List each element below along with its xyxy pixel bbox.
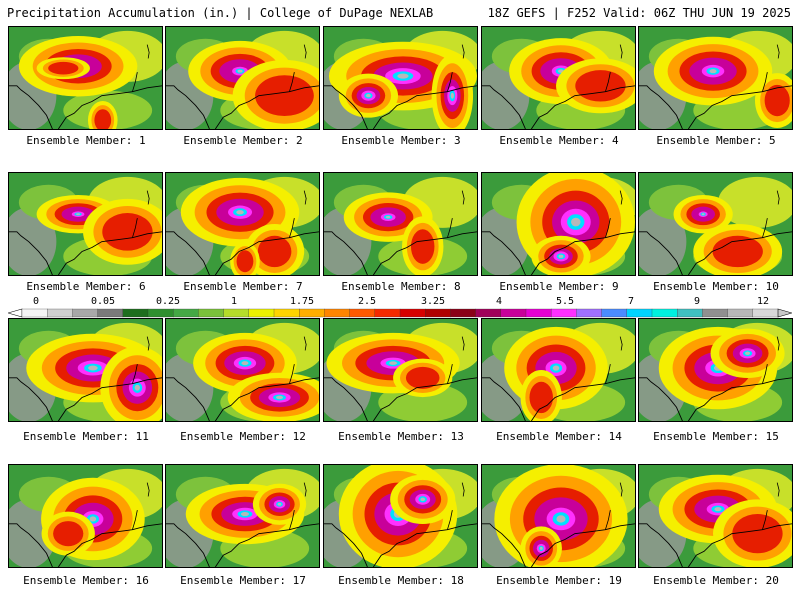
- scale-swatch: [601, 308, 628, 318]
- scale-tick-label: 0: [32, 296, 40, 307]
- ensemble-panel-map: [481, 26, 636, 130]
- scale-swatch: [273, 308, 300, 318]
- ensemble-member-label: Ensemble Member: 9: [499, 280, 619, 293]
- scale-swatch: [97, 308, 124, 318]
- scale-swatch: [349, 308, 376, 318]
- ensemble-panel-map: [323, 464, 478, 568]
- scale-swatch: [147, 308, 174, 318]
- scale-swatch: [21, 308, 48, 318]
- scale-swatch: [475, 308, 502, 318]
- ensemble-member-label: Ensemble Member: 2: [183, 134, 303, 147]
- color-scale-bar: [8, 308, 792, 318]
- scale-min-arrow: [8, 308, 23, 318]
- ensemble-panel-map: [8, 464, 163, 568]
- scale-swatch: [626, 308, 653, 318]
- ensemble-member-label: Ensemble Member: 16: [23, 574, 149, 587]
- scale-swatch: [525, 308, 552, 318]
- ensemble-panel-map: [8, 318, 163, 422]
- ensemble-panel-map: [638, 172, 793, 276]
- scale-tick-label: 2.5: [357, 296, 377, 307]
- ensemble-member-label: Ensemble Member: 18: [338, 574, 464, 587]
- ensemble-panel-map: [323, 172, 478, 276]
- model-valid-time: 18Z GEFS | F252 Valid: 06Z THU JUN 19 20…: [487, 6, 791, 20]
- color-scale-labels: 0 0.05 0.25 1 1.75 2.5 3.25 4 5.5 7 9 12: [0, 296, 800, 308]
- ensemble-member-label: Ensemble Member: 15: [653, 430, 779, 443]
- ensemble-member-label: Ensemble Member: 8: [341, 280, 461, 293]
- scale-swatch: [248, 308, 275, 318]
- scale-swatch: [727, 308, 754, 318]
- ensemble-member-label: Ensemble Member: 3: [341, 134, 461, 147]
- scale-swatch: [173, 308, 199, 318]
- ensemble-member-label: Ensemble Member: 4: [499, 134, 619, 147]
- ensemble-panel-map: [638, 26, 793, 130]
- scale-swatch: [425, 308, 451, 318]
- scale-tick-label: 1: [230, 296, 238, 307]
- scale-tick-label: 0.25: [155, 296, 181, 307]
- scale-tick-label: 4: [495, 296, 503, 307]
- scale-swatch: [47, 308, 73, 318]
- scale-tick-label: 1.75: [289, 296, 315, 307]
- ensemble-panel-map: [165, 464, 320, 568]
- ensemble-member-label: Ensemble Member: 14: [496, 430, 622, 443]
- ensemble-panel-map: [481, 172, 636, 276]
- ensemble-panel-map: [165, 172, 320, 276]
- scale-swatch: [374, 308, 401, 318]
- scale-tick-label: 12: [756, 296, 770, 307]
- ensemble-member-label: Ensemble Member: 13: [338, 430, 464, 443]
- scale-swatch: [576, 308, 603, 318]
- scale-swatch: [752, 308, 779, 318]
- scale-swatch: [651, 308, 678, 318]
- scale-swatch: [299, 308, 325, 318]
- scale-tick-label: 5.5: [555, 296, 575, 307]
- ensemble-member-label: Ensemble Member: 17: [180, 574, 306, 587]
- ensemble-panel-map: [481, 464, 636, 568]
- scale-swatch: [399, 308, 426, 318]
- scale-swatch: [324, 308, 351, 318]
- ensemble-panel-map: [638, 464, 793, 568]
- ensemble-panel-map: [323, 318, 478, 422]
- scale-tick-label: 0.05: [90, 296, 116, 307]
- ensemble-member-label: Ensemble Member: 7: [183, 280, 303, 293]
- scale-tick-label: 3.25: [420, 296, 446, 307]
- scale-tick-label: 7: [627, 296, 635, 307]
- scale-swatch: [72, 308, 99, 318]
- ensemble-member-label: Ensemble Member: 1: [26, 134, 146, 147]
- ensemble-member-label: Ensemble Member: 12: [180, 430, 306, 443]
- ensemble-panel-map: [638, 318, 793, 422]
- ensemble-panel-map: [323, 26, 478, 130]
- ensemble-panel-map: [8, 172, 163, 276]
- scale-swatch: [677, 308, 703, 318]
- ensemble-member-label: Ensemble Member: 10: [653, 280, 779, 293]
- scale-tick-label: 9: [693, 296, 701, 307]
- ensemble-member-label: Ensemble Member: 5: [656, 134, 776, 147]
- ensemble-panel-map: [165, 26, 320, 130]
- ensemble-member-label: Ensemble Member: 6: [26, 280, 146, 293]
- scale-swatch: [551, 308, 577, 318]
- page-title: Precipitation Accumulation (in.) | Colle…: [7, 6, 434, 20]
- ensemble-member-label: Ensemble Member: 11: [23, 430, 149, 443]
- scale-swatch: [198, 308, 225, 318]
- ensemble-panel-map: [481, 318, 636, 422]
- ensemble-panel-map: [8, 26, 163, 130]
- scale-swatch: [450, 308, 477, 318]
- scale-swatch: [122, 308, 149, 318]
- scale-swatch: [702, 308, 729, 318]
- scale-swatch: [500, 308, 527, 318]
- ensemble-member-label: Ensemble Member: 19: [496, 574, 622, 587]
- ensemble-panel-map: [165, 318, 320, 422]
- scale-swatch: [223, 308, 250, 318]
- scale-max-arrow: [777, 308, 792, 318]
- ensemble-member-label: Ensemble Member: 20: [653, 574, 779, 587]
